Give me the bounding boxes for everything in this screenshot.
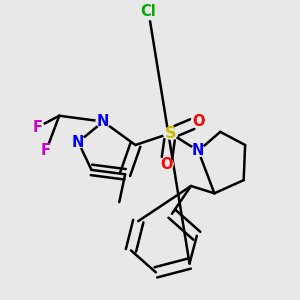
Ellipse shape	[159, 158, 173, 170]
Text: F: F	[41, 143, 51, 158]
Ellipse shape	[191, 145, 206, 157]
Text: O: O	[192, 114, 205, 129]
Text: N: N	[97, 114, 110, 129]
Ellipse shape	[164, 128, 178, 139]
Ellipse shape	[139, 4, 158, 20]
Text: N: N	[192, 143, 205, 158]
Ellipse shape	[71, 136, 85, 148]
Ellipse shape	[96, 116, 110, 127]
Text: Cl: Cl	[141, 4, 156, 19]
Text: F: F	[32, 120, 42, 135]
Text: N: N	[72, 135, 85, 150]
Text: S: S	[165, 126, 176, 141]
Text: O: O	[160, 157, 172, 172]
Ellipse shape	[191, 116, 206, 127]
Ellipse shape	[30, 122, 44, 133]
Ellipse shape	[39, 145, 53, 157]
